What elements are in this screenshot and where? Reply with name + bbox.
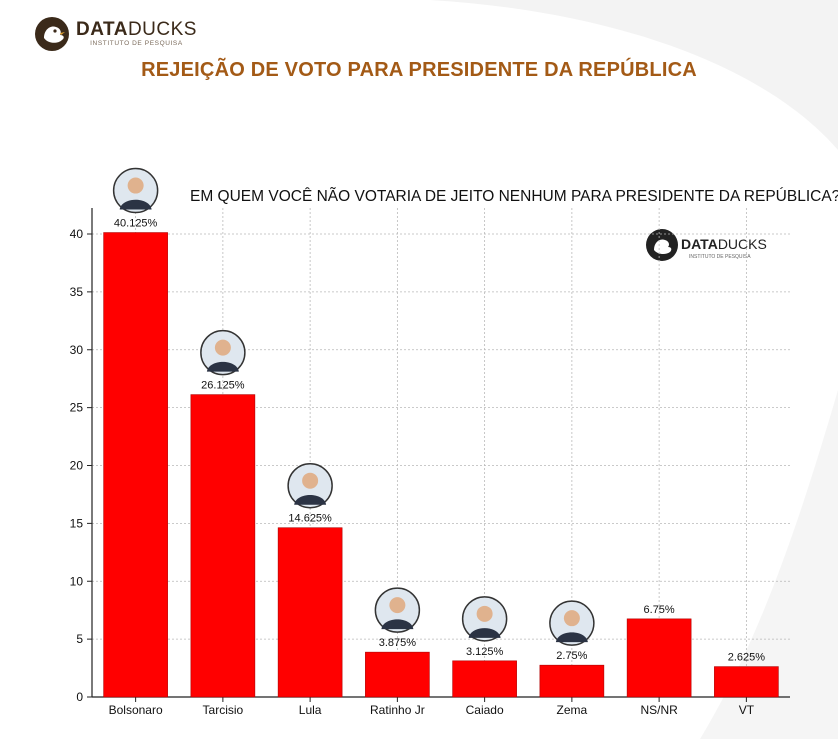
photo-body — [381, 619, 414, 630]
y-tick-label: 40 — [70, 227, 84, 241]
bar — [277, 527, 343, 698]
candidate-photo-icon — [287, 462, 333, 509]
bar — [190, 394, 256, 698]
bar — [365, 651, 430, 698]
duck-logo-icon — [35, 17, 69, 51]
photo-body — [294, 494, 327, 505]
photo-head — [563, 610, 580, 627]
axes-layer: 0 5 10 15 20 25 30 35 40 Bolsonaro Tarcisio Lula Rat… — [70, 208, 790, 717]
x-tick-label: Zema — [557, 703, 588, 717]
candidate-photo-icon — [200, 329, 246, 376]
data-label: 3.125% — [466, 646, 504, 658]
photo-body — [206, 361, 239, 372]
y-tick-label: 35 — [70, 285, 84, 299]
x-tick-label: Tarcisio — [203, 703, 244, 717]
x-tick-label: NS/NR — [640, 703, 678, 717]
y-tick-label: 30 — [70, 343, 84, 357]
data-label: 2.625% — [728, 652, 766, 664]
page-title: REJEIÇÃO DE VOTO PARA PRESIDENTE DA REPÚ… — [141, 59, 697, 81]
bar — [714, 666, 779, 698]
y-tick-label: 10 — [70, 574, 84, 588]
data-label: 3.875% — [379, 637, 417, 649]
data-label: 6.75% — [644, 604, 675, 616]
bar — [452, 660, 517, 698]
data-label: 14.625% — [288, 513, 332, 525]
x-tick-label: Ratinho Jr — [370, 703, 425, 717]
brand-name-light: DUCKS — [127, 19, 197, 41]
photo-head — [302, 472, 319, 489]
watermark-name-light: DUCKS — [718, 236, 767, 252]
chart-watermark: DATADUCKS INSTITUTO DE PESQUISA — [646, 229, 767, 261]
chart-title: EM QUEM VOCÊ NÃO VOTARIA DE JEITO NENHUM… — [190, 188, 838, 205]
watermark-name: DATADUCKS — [681, 236, 767, 252]
y-tick-label: 0 — [76, 690, 83, 704]
x-tick-label: Caiado — [466, 703, 504, 717]
data-label: 40.125% — [114, 218, 158, 230]
watermark-tagline: INSTITUTO DE PESQUISA — [689, 254, 751, 260]
photo-body — [468, 628, 501, 638]
photo-head — [214, 339, 231, 356]
photo-body — [119, 199, 152, 210]
x-tick-label: Lula — [299, 703, 322, 717]
candidate-photo-icon — [112, 167, 159, 214]
bar — [103, 232, 168, 698]
y-tick-label: 15 — [70, 516, 84, 530]
brand-tagline: INSTITUTO DE PESQUISA — [90, 40, 183, 48]
bar — [539, 664, 605, 698]
brand-name-bold: DATA — [76, 19, 128, 41]
candidate-photo-icon — [549, 600, 595, 646]
photo-head — [389, 597, 406, 614]
watermark-duck-shape — [654, 239, 672, 255]
x-tick-label: Bolsonaro — [109, 703, 163, 717]
photos-layer — [112, 167, 595, 646]
bar — [626, 618, 692, 698]
photo-head — [127, 177, 144, 194]
candidate-photo-icon — [461, 596, 508, 642]
photo-head — [476, 605, 493, 622]
bars-layer: 40.125% 26.125% 14.625% 3.875% 3.125% 2.75% 6.… — [103, 218, 779, 698]
watermark-name-bold: DATA — [681, 236, 718, 252]
x-tick-label: VT — [739, 703, 755, 717]
data-label: 26.125% — [201, 380, 245, 392]
candidate-photo-icon — [374, 587, 421, 633]
y-tick-label: 20 — [70, 459, 84, 473]
y-tick-label: 25 — [70, 401, 84, 415]
brand-logo: DATADUCKS INSTITUTO DE PESQUISA — [34, 16, 197, 52]
data-label: 2.75% — [556, 650, 587, 662]
y-tick-label: 5 — [76, 632, 83, 646]
photo-body — [555, 632, 588, 643]
